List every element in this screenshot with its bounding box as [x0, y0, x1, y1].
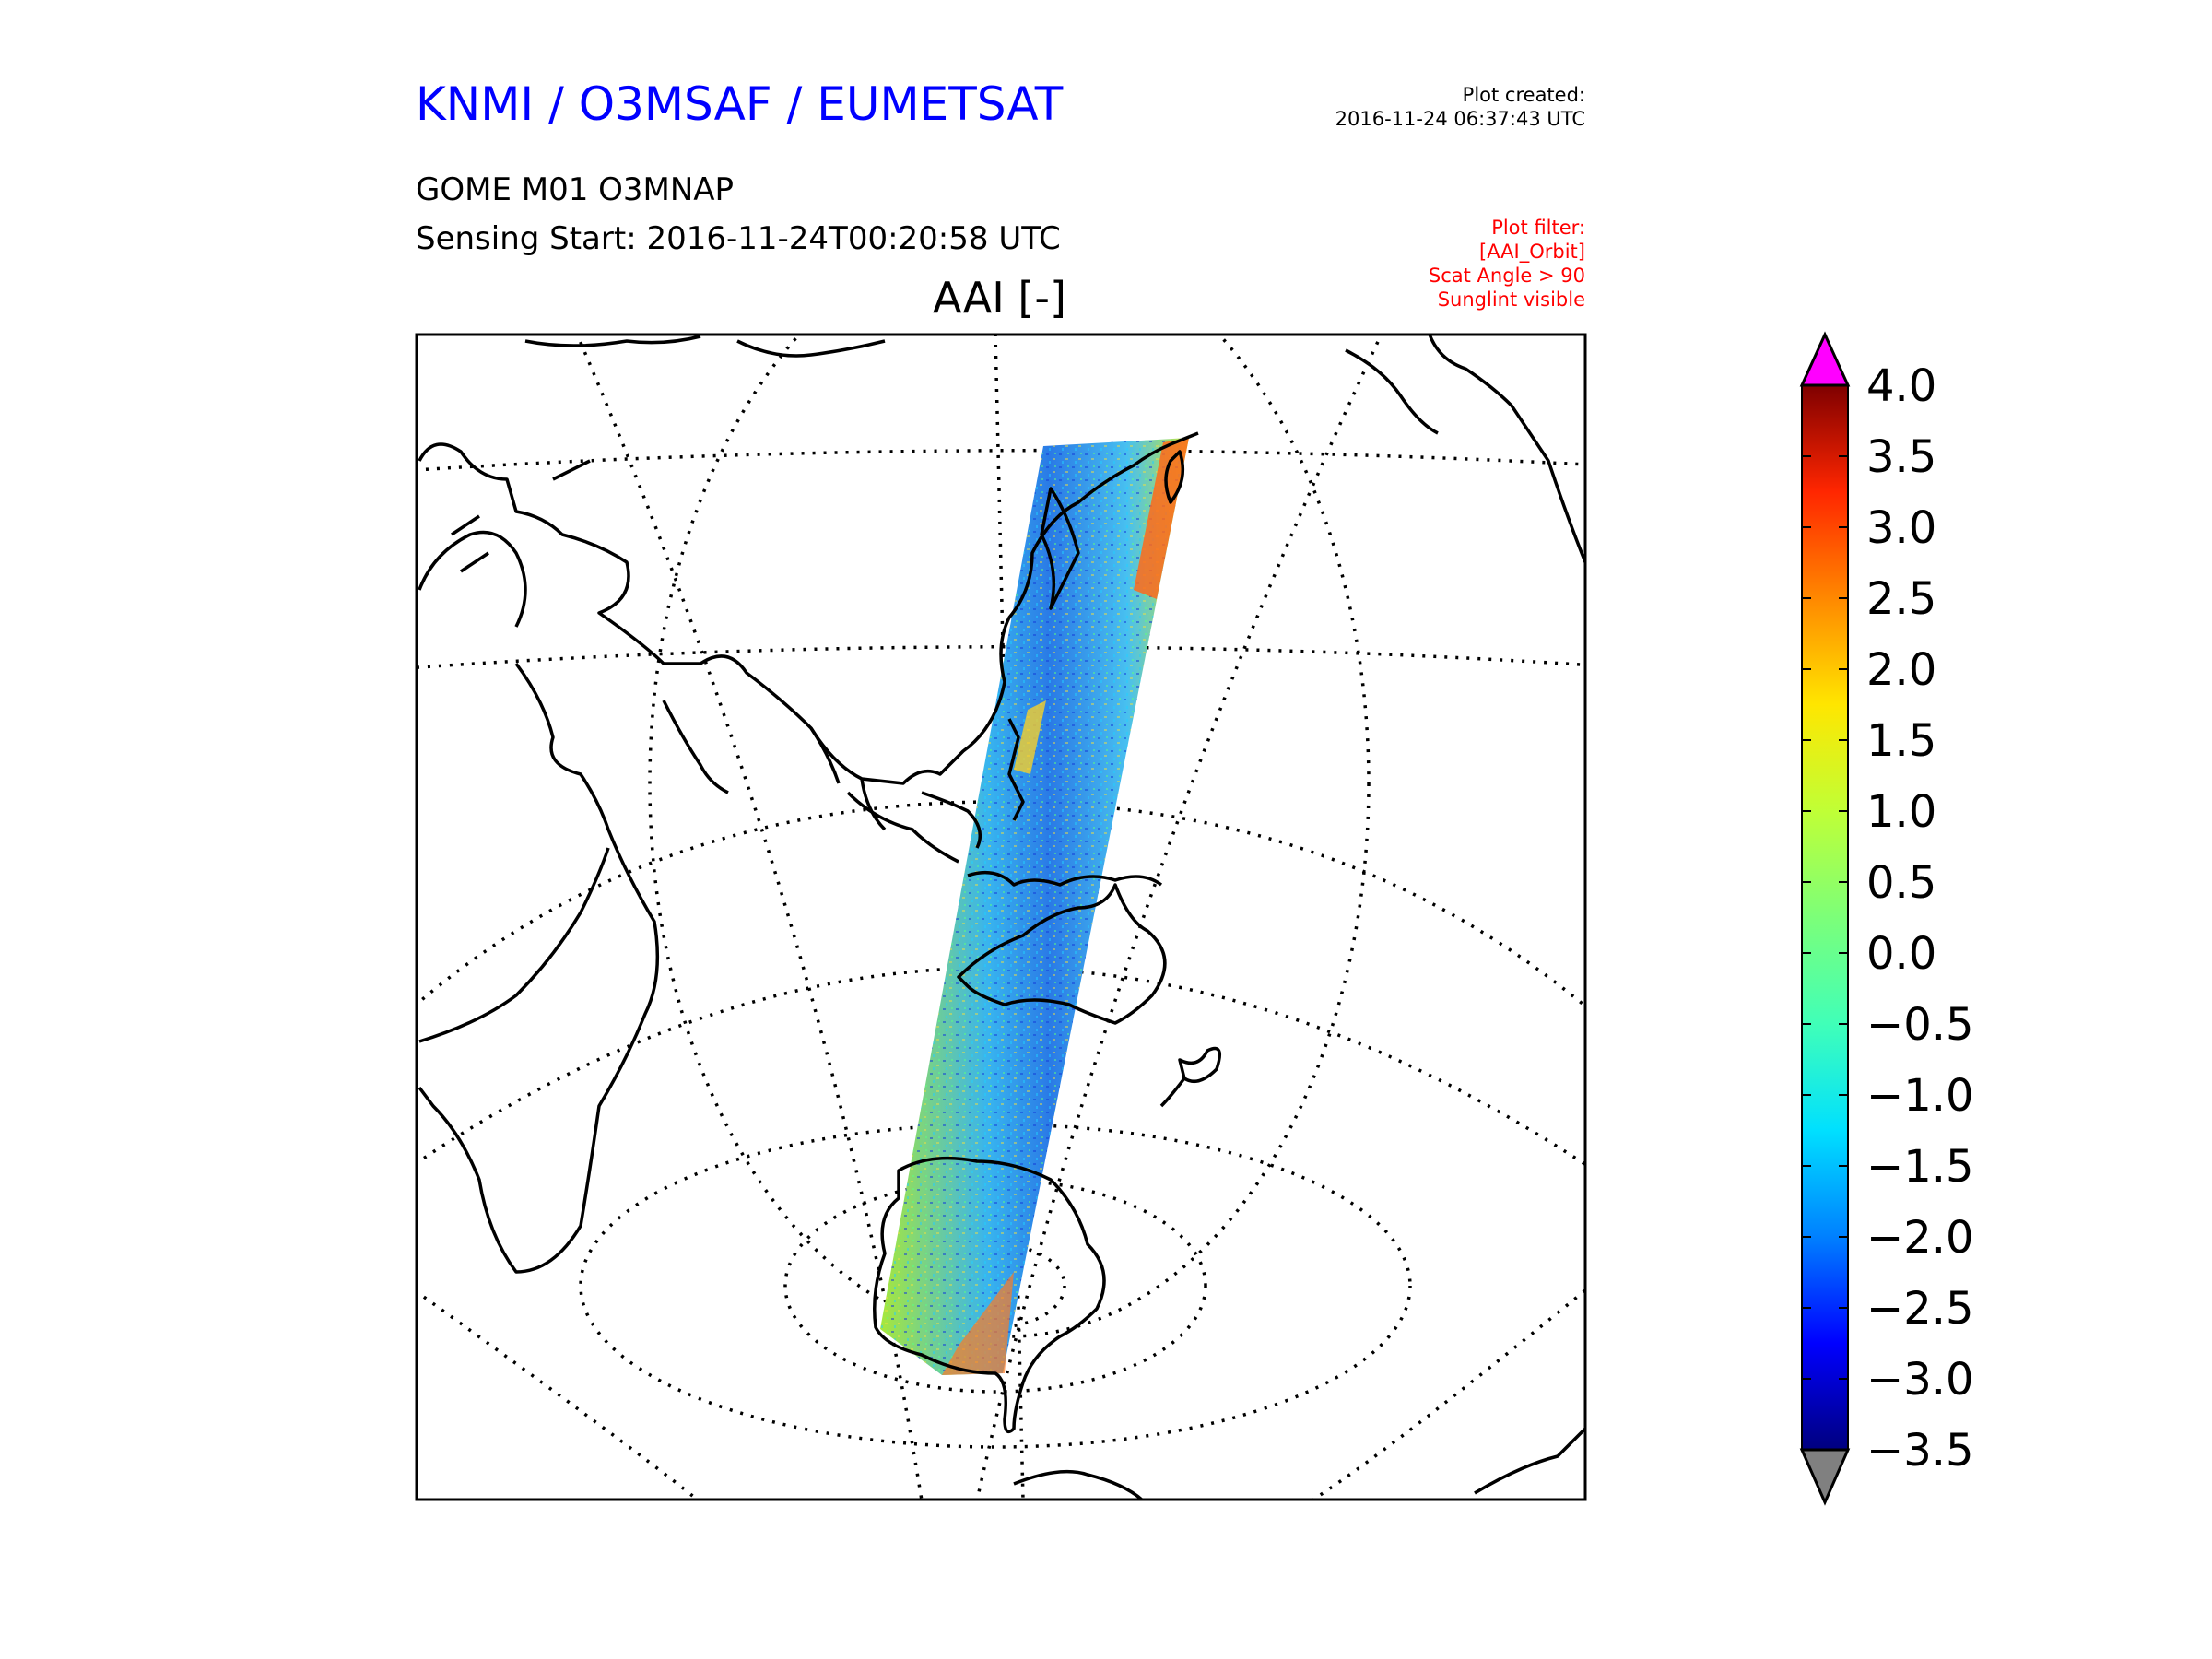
- colorbar-over-arrow: [1799, 331, 1851, 387]
- colorbar-tick-label: −2.5: [1866, 1283, 1974, 1335]
- product-name: GOME M01 O3MNAP: [416, 171, 735, 208]
- colorbar-under-arrow: [1799, 1448, 1851, 1506]
- coastlines: [418, 334, 1586, 1500]
- plot-filter-line: [AAI_Orbit]: [1479, 241, 1585, 263]
- map-frame: [415, 333, 1587, 1501]
- colorbar-tick-label: 0.5: [1866, 857, 1936, 909]
- colorbar-tick-label: 2.0: [1866, 644, 1936, 696]
- map-title: AAI [-]: [933, 273, 1066, 323]
- colorbar-tick-label: −1.5: [1866, 1141, 1974, 1193]
- colorbar-body: [1801, 384, 1849, 1451]
- aai-swath: [880, 438, 1189, 1375]
- colorbar-tick-label: 4.0: [1866, 360, 1936, 412]
- colorbar-tick-label: 3.0: [1866, 502, 1936, 554]
- colorbar-tick-label: −3.5: [1866, 1425, 1974, 1477]
- colorbar-tick-label: −2.0: [1866, 1212, 1974, 1264]
- colorbar-tick-label: 1.0: [1866, 786, 1936, 838]
- colorbar-tick-label: −3.0: [1866, 1354, 1974, 1406]
- colorbar-ticks: 4.0 3.5 3.0 2.5 2.0 1.5 1.0 0.5 0.0 −0.5 −1.0 −1.5 −…: [1802, 360, 1974, 1477]
- colorbar-tick-label: 0.0: [1866, 928, 1936, 980]
- plot-created-block: Plot created: 2016-11-24 06:37:43 UTC: [1335, 83, 1585, 131]
- colorbar-tick-label: 1.5: [1866, 715, 1936, 767]
- plot-filter-line: Sunglint visible: [1437, 288, 1585, 311]
- colorbar-tick-label: 2.5: [1866, 573, 1936, 625]
- plot-created-time: 2016-11-24 06:37:43 UTC: [1335, 108, 1585, 130]
- plot-filter-label: Plot filter:: [1491, 217, 1585, 239]
- colorbar-tick-label: −1.0: [1866, 1070, 1974, 1122]
- plot-filter-block: Plot filter: [AAI_Orbit] Scat Angle > 90…: [1429, 216, 1585, 312]
- plot-created-label: Plot created:: [1462, 84, 1585, 106]
- colorbar-tick-label: −0.5: [1866, 999, 1974, 1051]
- map-content: [416, 334, 1586, 1500]
- colorbar-tick-label: 3.5: [1866, 431, 1936, 483]
- plot-filter-line: Scat Angle > 90: [1428, 265, 1585, 287]
- organisation-title: KNMI / O3MSAF / EUMETSAT: [416, 77, 1064, 131]
- sensing-start: Sensing Start: 2016-11-24T00:20:58 UTC: [416, 220, 1061, 257]
- graticule: [416, 334, 1586, 1500]
